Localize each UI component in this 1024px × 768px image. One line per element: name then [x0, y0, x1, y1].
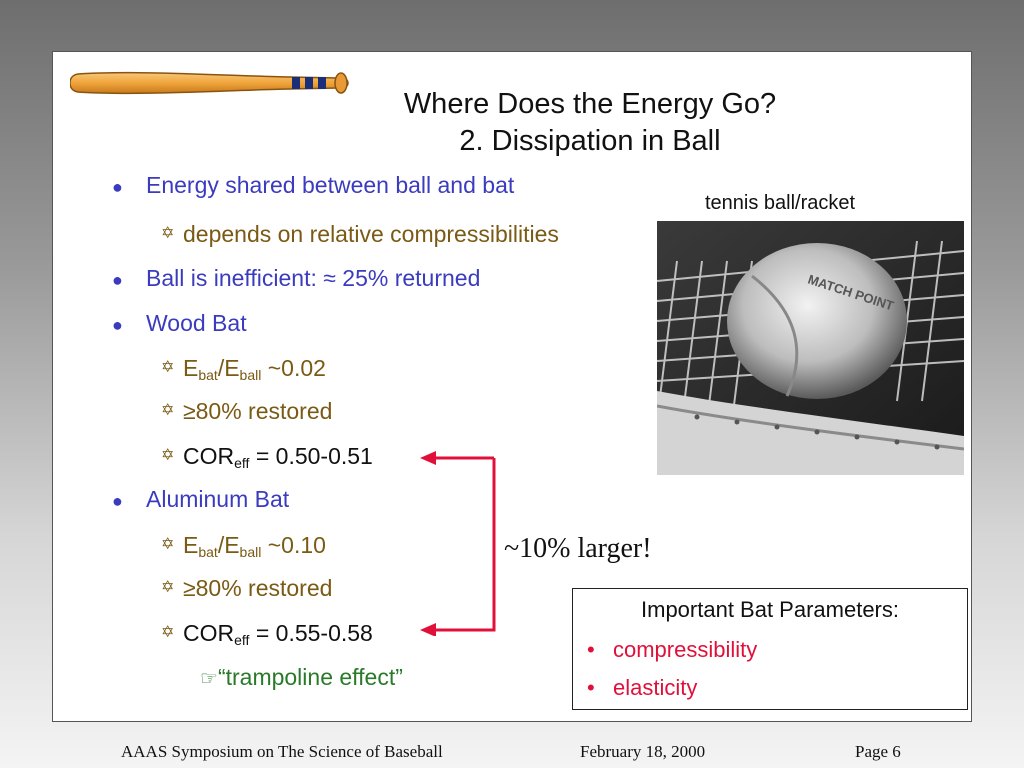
title-line-2: 2. Dissipation in Ball — [459, 125, 721, 157]
bullet-aluminum-bat: ● Aluminum Bat — [112, 486, 289, 513]
star-bullet-icon: ✡ — [161, 402, 175, 419]
bullet-wood-bat: ● Wood Bat — [112, 310, 247, 337]
larger-annotation: ~10% larger! — [504, 533, 652, 564]
star-bullet-icon: ✡ — [161, 536, 175, 553]
bullet-dot-icon: ● — [112, 491, 123, 511]
sub-bullet-aluminum-cor: ✡ COReff = 0.55-0.58 — [161, 620, 373, 648]
sub-bullet-aluminum-energy-ratio: ✡ Ebat/Eball ~0.10 — [161, 532, 326, 560]
bullet-dot-icon: • — [587, 675, 595, 700]
pointing-hand-icon: ☞ — [200, 668, 218, 690]
bullet-dot-icon: ● — [112, 270, 123, 290]
sub-bullet-wood-energy-ratio: ✡ Ebat/Eball ~0.02 — [161, 355, 326, 383]
slide-title: Where Does the Energy Go? 2. Dissipation… — [330, 86, 850, 160]
star-bullet-icon: ✡ — [161, 447, 175, 464]
sub-bullet-aluminum-restored: ✡ ≥80% restored — [161, 575, 333, 601]
bullet-dot-icon: ● — [112, 315, 123, 335]
footer-date: February 18, 2000 — [580, 742, 706, 761]
title-line-1: Where Does the Energy Go? — [403, 88, 777, 120]
footer-page-number: Page 6 — [855, 742, 901, 761]
bullet-energy-shared: ● Energy shared between ball and bat — [112, 172, 514, 199]
star-bullet-icon: ✡ — [161, 359, 175, 376]
bullet-dot-icon: • — [587, 637, 595, 662]
bullet-ball-inefficient: ● Ball is inefficient: ≈ 25% returned — [112, 265, 480, 292]
param-item: • elasticity — [587, 675, 698, 700]
footer-event: AAAS Symposium on The Science of Basebal… — [121, 742, 443, 761]
sub-bullet-wood-cor: ✡ COReff = 0.50-0.51 — [161, 443, 373, 471]
star-bullet-icon: ✡ — [161, 624, 175, 641]
photo-caption: tennis ball/racket — [705, 192, 856, 214]
sub-bullet-compressibilities: ✡ depends on relative compressibilities — [161, 221, 559, 247]
star-bullet-icon: ✡ — [161, 579, 175, 596]
param-item: • compressibility — [587, 637, 758, 662]
baseball-bat-icon — [70, 71, 349, 95]
sub-bullet-wood-restored: ✡ ≥80% restored — [161, 398, 333, 424]
tennis-ball-racket-photo: MATCH POINT — [657, 221, 964, 475]
params-box-title: Important Bat Parameters: — [641, 597, 899, 622]
comparison-bracket-arrows — [420, 451, 496, 636]
star-bullet-icon: ✡ — [161, 225, 175, 242]
third-bullet-trampoline: ☞“trampoline effect” — [200, 664, 403, 690]
bullet-dot-icon: ● — [112, 177, 123, 197]
important-parameters-box: Important Bat Parameters: • compressibil… — [572, 588, 968, 710]
